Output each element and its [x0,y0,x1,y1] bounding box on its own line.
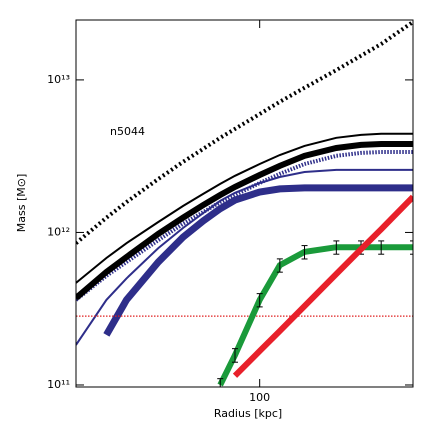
series-line [76,141,413,301]
series-line [76,132,413,284]
y-axis-label: Mass [M⊙] [15,174,28,232]
series-line [103,184,413,337]
annotation: n5044 [110,125,145,138]
plot-area [76,20,413,387]
x-tick-label: 100 [249,391,270,404]
y-tick-label: 10¹³ [47,73,70,86]
series-line [76,150,413,302]
series-line [232,194,413,378]
series-line [76,168,413,346]
series-line [76,20,413,245]
y-tick-label: 10¹² [47,225,70,238]
y-tick-label: 10¹¹ [47,378,70,391]
x-axis-label: Radius [kpc] [214,407,282,420]
plot-frame [75,19,414,388]
